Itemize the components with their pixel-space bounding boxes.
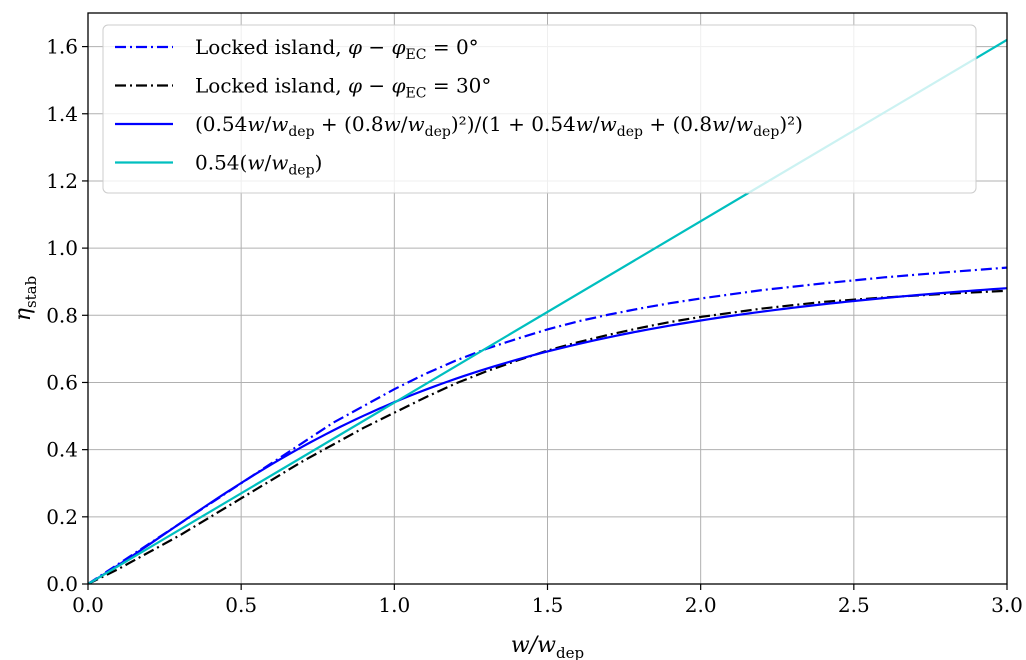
- legend-entry-3: (0.54w/wdep + (0.8w/wdep)²)/(1 + 0.54w/w…: [195, 112, 803, 140]
- legend: Locked island, φ − φEC = 0° Locked island…: [102, 24, 977, 194]
- series-line-3: [88, 287, 1007, 584]
- x-tick-label: 1.5: [532, 593, 564, 617]
- x-tick-label: 0.5: [225, 593, 257, 617]
- y-tick-label: 0.8: [46, 303, 78, 327]
- y-axis-label: ηstab: [11, 276, 40, 321]
- y-tick-label: 0.4: [46, 438, 78, 462]
- y-tick-label: 1.6: [46, 35, 78, 59]
- x-tick-label: 0.0: [72, 593, 104, 617]
- x-tick-label: 2.5: [838, 593, 870, 617]
- series-line-2: [88, 289, 1007, 584]
- x-tick-label: 1.0: [378, 593, 410, 617]
- y-tick-label: 1.4: [46, 102, 78, 126]
- legend-entry-1: Locked island, φ − φEC = 0°: [195, 35, 479, 63]
- y-tick-label: 0.2: [46, 505, 78, 529]
- legend-entry-2: Locked island, φ − φEC = 30°: [195, 74, 491, 102]
- y-tick-label: 1.0: [46, 236, 78, 260]
- y-tick-label: 0.6: [46, 370, 78, 394]
- x-tick-label: 3.0: [991, 593, 1023, 617]
- legend-box: [102, 24, 977, 194]
- legend-entry-4: 0.54(w/wdep): [195, 151, 322, 179]
- y-tick-label: 0.0: [46, 572, 78, 596]
- ticks: [82, 45, 1008, 590]
- x-axis-label: w/wdep: [511, 633, 584, 660]
- x-tick-label: 2.0: [685, 593, 717, 617]
- tick-labels: 0.0 0.5 1.0 1.5 2.0 2.5 3.0 0.0 0.2 0.4 0.6 0.8 1.0 1…: [46, 35, 1023, 617]
- y-tick-label: 1.2: [46, 169, 78, 193]
